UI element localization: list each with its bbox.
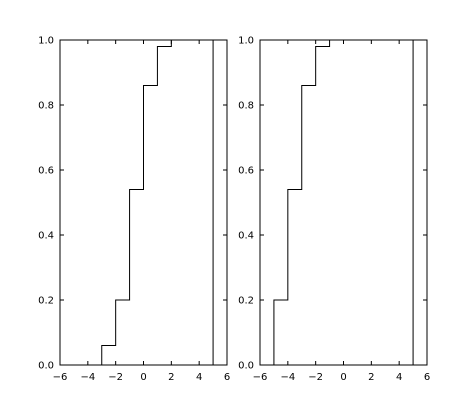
cdf-step-line — [73, 39, 214, 366]
cdf-step-line — [273, 39, 414, 365]
y-tick-label: 1.0 — [238, 36, 254, 47]
y-tick-label: 0.0 — [238, 361, 254, 372]
left-cdf-plot: −6 −4 −2 0 2 4 6 0.0 0.2 0.4 0.6 0.8 1.0 — [38, 36, 230, 384]
x-tick-label: −2 — [108, 372, 123, 383]
y-tick-label: 0.4 — [238, 231, 254, 242]
x-tick-label: −4 — [80, 372, 95, 383]
x-tick-label: 0 — [340, 372, 346, 383]
x-tick-label: 2 — [168, 372, 174, 383]
y-tick-label: 0.2 — [38, 296, 54, 307]
x-tick-label: −6 — [53, 372, 68, 383]
y-tick-label: 0.6 — [238, 166, 254, 177]
x-tick-label: −2 — [308, 372, 323, 383]
x-tick-label: 0 — [140, 372, 146, 383]
x-tick-label: 6 — [424, 372, 430, 383]
x-tick-label: 4 — [396, 372, 402, 383]
y-tick-label: 0.4 — [38, 231, 54, 242]
y-tick-label: 0.0 — [38, 361, 54, 372]
x-tick-label: −6 — [253, 372, 268, 383]
y-tick-label: 0.8 — [238, 101, 254, 112]
y-tick-label: 0.8 — [38, 101, 54, 112]
x-tick-label: 6 — [224, 372, 230, 383]
right-cdf-plot: −6 −4 −2 0 2 4 6 0.0 0.2 0.4 0.6 0.8 1.0 — [238, 36, 430, 384]
x-tick-label: 4 — [196, 372, 202, 383]
y-tick-label: 0.6 — [38, 166, 54, 177]
y-tick-label: 0.2 — [238, 296, 254, 307]
y-tick-label: 1.0 — [38, 36, 54, 47]
x-tick-label: 2 — [368, 372, 374, 383]
x-tick-label: −4 — [280, 372, 295, 383]
